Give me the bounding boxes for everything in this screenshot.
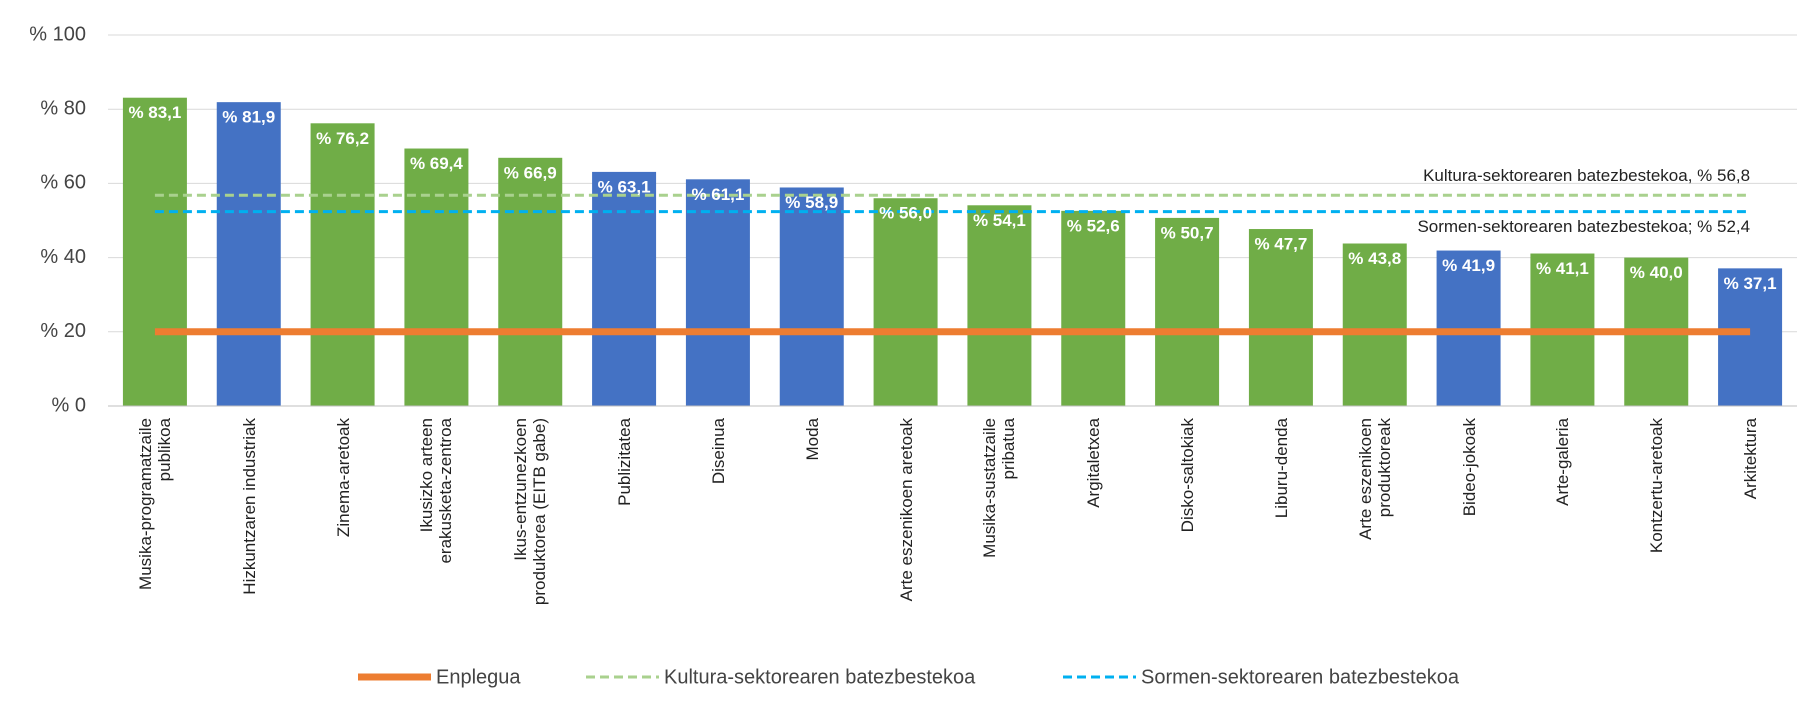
line-annotation: Sormen-sektorearen batezbestekoa; % 52,4 bbox=[1417, 217, 1750, 236]
bar bbox=[1155, 217, 1220, 406]
x-tick-label: Bideo-jokoak bbox=[1459, 418, 1479, 517]
line-annotation: Kultura-sektorearen batezbestekoa, % 56,… bbox=[1423, 166, 1750, 185]
legend-label: Sormen-sektorearen batezbestekoa bbox=[1141, 666, 1460, 688]
x-tick-label: Musika-sustatzaile pribatua bbox=[980, 418, 1019, 558]
legend-label: Enplegua bbox=[436, 666, 521, 688]
bar bbox=[310, 123, 375, 406]
value-label: % 63,1 bbox=[598, 177, 651, 196]
value-label: % 76,2 bbox=[316, 129, 369, 148]
bar bbox=[779, 187, 844, 406]
x-tick-label: Arte eszenikoen produktoreak bbox=[1355, 418, 1394, 540]
x-tick-label: Zinema-aretoak bbox=[333, 418, 353, 538]
bar bbox=[1718, 268, 1783, 406]
bar bbox=[873, 198, 938, 406]
x-tick-label: Diseinua bbox=[708, 418, 728, 485]
bar bbox=[592, 171, 657, 406]
y-tick-label: % 0 bbox=[52, 394, 86, 416]
x-tick-label: Moda bbox=[802, 418, 822, 461]
bar bbox=[404, 148, 469, 406]
x-tick-label: Argitaletxea bbox=[1083, 418, 1103, 508]
value-label: % 56,0 bbox=[879, 204, 932, 223]
value-label: % 81,9 bbox=[222, 108, 275, 127]
value-label: % 37,1 bbox=[1724, 274, 1777, 293]
value-label: % 83,1 bbox=[128, 103, 181, 122]
x-tick-label: Musika-programatzaile publikoa bbox=[135, 418, 174, 590]
y-tick-label: % 40 bbox=[40, 246, 86, 268]
value-label: % 69,4 bbox=[410, 154, 463, 173]
bar bbox=[122, 97, 187, 406]
value-label: % 66,9 bbox=[504, 163, 557, 182]
value-label: % 41,1 bbox=[1536, 259, 1589, 278]
y-tick-label: % 60 bbox=[40, 172, 86, 194]
x-tick-label: Ikus-entzunezkoen produktorea (EITB gabe… bbox=[511, 418, 550, 606]
bar bbox=[1248, 229, 1313, 406]
x-tick-label: Kontzertu-aretoak bbox=[1646, 418, 1666, 554]
x-tick-label: Liburu-denda bbox=[1271, 418, 1291, 519]
value-label: % 54,1 bbox=[973, 211, 1026, 230]
x-tick-label: Disko-saltokiak bbox=[1177, 418, 1197, 533]
value-label: % 40,0 bbox=[1630, 263, 1683, 282]
y-tick-label: % 80 bbox=[40, 97, 86, 119]
value-label: % 43,8 bbox=[1348, 249, 1401, 268]
bar bbox=[685, 179, 750, 406]
x-tick-label: Arkitektura bbox=[1740, 418, 1760, 500]
legend-label: Kultura-sektorearen batezbestekoa bbox=[664, 666, 976, 688]
bar bbox=[216, 102, 281, 406]
bar bbox=[1061, 210, 1126, 406]
y-tick-label: % 100 bbox=[29, 23, 86, 45]
x-tick-label: Ikusizko arteen erakusketa-zentroa bbox=[417, 418, 456, 564]
value-label: % 50,7 bbox=[1161, 223, 1214, 242]
bar bbox=[1436, 250, 1501, 406]
value-label: % 61,1 bbox=[691, 185, 744, 204]
bar bbox=[967, 205, 1032, 406]
x-tick-label: Arte-galeria bbox=[1552, 418, 1572, 506]
value-label: % 41,9 bbox=[1442, 256, 1495, 275]
bar bbox=[1342, 243, 1407, 406]
x-tick-label: Arte eszenikoen aretoak bbox=[896, 418, 916, 602]
bar bbox=[498, 157, 563, 406]
value-label: % 58,9 bbox=[785, 193, 838, 212]
x-tick-label: Publizitatea bbox=[614, 418, 634, 506]
value-label: % 47,7 bbox=[1254, 235, 1307, 254]
value-label: % 52,6 bbox=[1067, 216, 1120, 235]
y-tick-label: % 20 bbox=[40, 320, 86, 342]
x-tick-label: Hizkuntzaren industriak bbox=[239, 418, 259, 595]
